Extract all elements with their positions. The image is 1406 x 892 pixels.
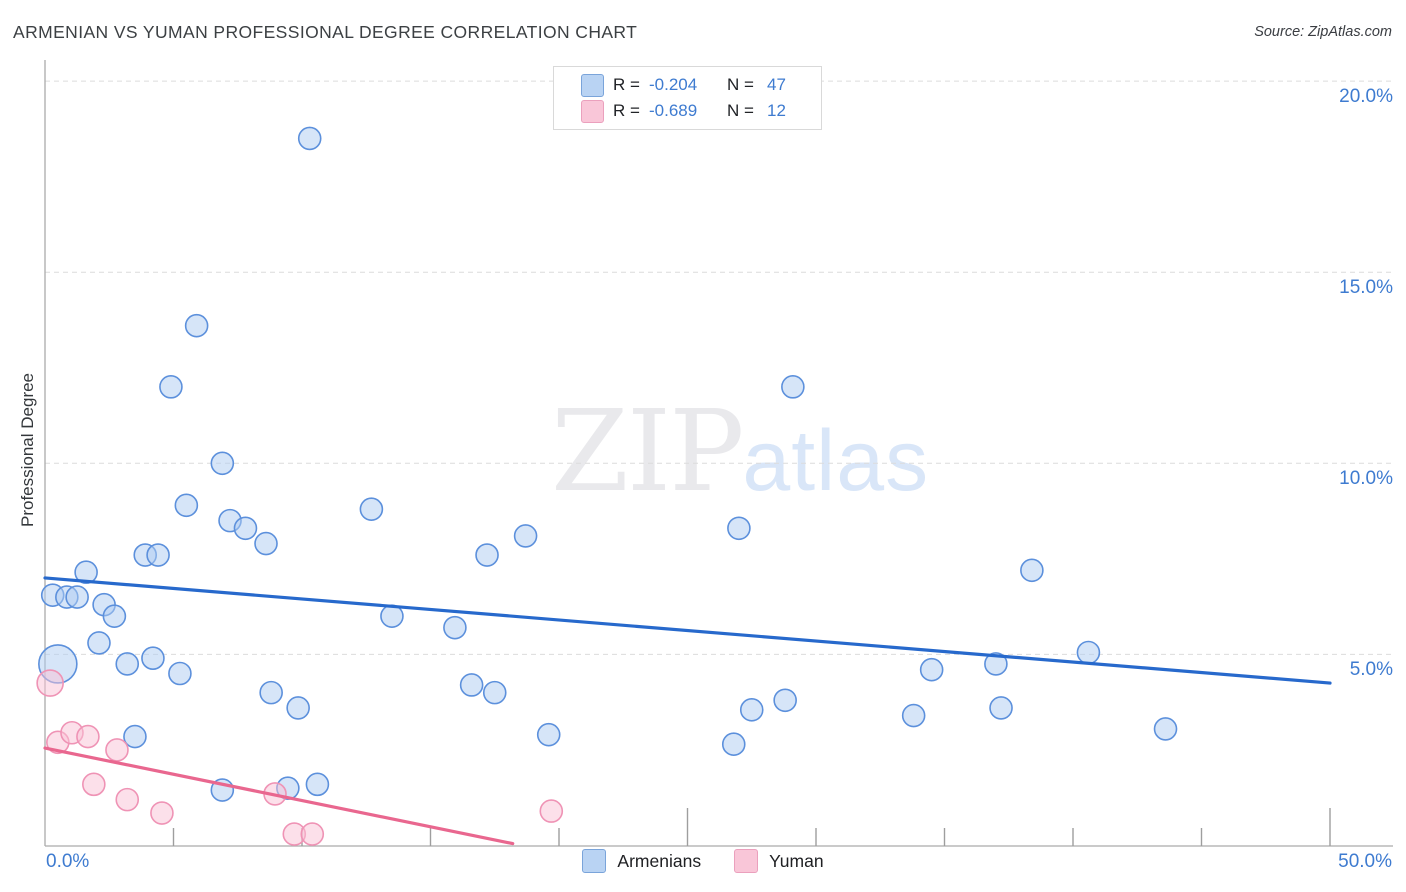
data-point-armenians-40[interactable] bbox=[901, 703, 926, 728]
legend-item-yuman: Yuman bbox=[734, 849, 824, 873]
data-point-armenians-45[interactable] bbox=[1076, 640, 1101, 665]
r-label: R = bbox=[613, 75, 640, 94]
data-point-armenians-9[interactable] bbox=[123, 724, 147, 749]
series-legend: Armenians Yuman bbox=[0, 849, 1406, 873]
data-point-armenians-20[interactable] bbox=[233, 516, 258, 541]
data-point-armenians-31[interactable] bbox=[475, 543, 499, 567]
data-point-yuman-10[interactable] bbox=[300, 822, 325, 846]
yuman-swatch-icon bbox=[734, 849, 759, 873]
y-tick-label-10pct: 10.0% bbox=[1339, 468, 1393, 490]
x-tick-label-0pct: 0.0% bbox=[46, 851, 90, 872]
legend-item-armenians: Armenians bbox=[582, 849, 701, 873]
data-point-armenians-33[interactable] bbox=[513, 524, 538, 548]
data-point-armenians-46[interactable] bbox=[1153, 717, 1178, 741]
y-tick-label-15pct: 15.0% bbox=[1339, 277, 1393, 299]
data-point-armenians-7[interactable] bbox=[102, 604, 127, 628]
correlation-legend-box: R = -0.204 N = 47 R = -0.689 N = 12 bbox=[553, 66, 822, 130]
trend-line-armenians bbox=[43, 576, 1332, 685]
data-point-armenians-39[interactable] bbox=[781, 375, 805, 399]
r-label: R = bbox=[613, 101, 640, 120]
data-point-armenians-42[interactable] bbox=[984, 652, 1008, 676]
data-point-armenians-38[interactable] bbox=[773, 688, 797, 713]
data-point-yuman-11[interactable] bbox=[539, 799, 564, 823]
page-title: ARMENIAN VS YUMAN PROFESSIONAL DEGREE CO… bbox=[13, 22, 638, 42]
data-point-armenians-32[interactable] bbox=[482, 680, 507, 705]
y-tick-label-20pct: 20.0% bbox=[1339, 86, 1393, 108]
zipatlas-watermark: ZIP atlas bbox=[551, 396, 929, 508]
legend-label-armenians: Armenians bbox=[617, 850, 702, 871]
data-point-armenians-5[interactable] bbox=[87, 631, 111, 655]
data-point-armenians-36[interactable] bbox=[727, 516, 751, 541]
data-point-armenians-29[interactable] bbox=[443, 615, 467, 640]
data-point-armenians-8[interactable] bbox=[115, 652, 140, 676]
data-point-armenians-13[interactable] bbox=[159, 375, 183, 399]
data-point-yuman-5[interactable] bbox=[105, 738, 129, 762]
n-label: N = bbox=[727, 75, 754, 94]
n-value-yuman: 12 bbox=[767, 101, 786, 120]
data-point-armenians-4[interactable] bbox=[74, 560, 98, 585]
correlation-legend-row-armenians: R = -0.204 N = 47 bbox=[581, 73, 821, 97]
data-point-armenians-24[interactable] bbox=[286, 696, 310, 720]
data-point-armenians-41[interactable] bbox=[919, 657, 944, 682]
armenians-swatch-icon bbox=[582, 849, 607, 873]
data-point-armenians-11[interactable] bbox=[141, 646, 165, 671]
n-label: N = bbox=[727, 101, 754, 120]
data-point-armenians-34[interactable] bbox=[536, 722, 561, 747]
data-point-armenians-30[interactable] bbox=[459, 673, 484, 697]
data-point-armenians-25[interactable] bbox=[297, 126, 322, 151]
data-point-yuman-4[interactable] bbox=[82, 772, 106, 797]
data-point-armenians-44[interactable] bbox=[1020, 558, 1044, 583]
yuman-swatch-icon bbox=[581, 99, 604, 123]
data-point-yuman-6[interactable] bbox=[115, 787, 140, 812]
watermark-zip-text: ZIP bbox=[551, 387, 744, 517]
r-value-armenians: -0.204 bbox=[649, 75, 698, 94]
data-point-armenians-16[interactable] bbox=[184, 313, 209, 338]
source-attribution: Source: ZipAtlas.com bbox=[1254, 24, 1392, 40]
data-point-armenians-26[interactable] bbox=[305, 772, 330, 797]
r-value-yuman: -0.689 bbox=[649, 101, 698, 120]
n-value-armenians: 47 bbox=[767, 75, 786, 94]
correlation-legend-row-yuman: R = -0.689 N = 12 bbox=[581, 99, 821, 123]
y-tick-label-5pct: 5.0% bbox=[1349, 659, 1393, 681]
data-point-armenians-17[interactable] bbox=[210, 451, 235, 476]
data-point-armenians-14[interactable] bbox=[168, 661, 192, 686]
y-axis-title: Professional Degree bbox=[18, 372, 37, 528]
trend-line-yuman bbox=[43, 746, 515, 846]
x-tick-label-50pct: 50.0% bbox=[1338, 851, 1392, 872]
data-point-armenians-43[interactable] bbox=[989, 696, 1013, 720]
data-point-yuman-3[interactable] bbox=[76, 724, 100, 749]
data-point-armenians-15[interactable] bbox=[174, 493, 199, 518]
data-point-armenians-37[interactable] bbox=[739, 698, 764, 722]
data-point-armenians-12[interactable] bbox=[146, 543, 170, 567]
data-point-yuman-0[interactable] bbox=[36, 669, 64, 697]
data-point-armenians-27[interactable] bbox=[359, 497, 384, 521]
watermark-atlas-text: atlas bbox=[742, 413, 930, 509]
data-point-armenians-22[interactable] bbox=[259, 680, 283, 705]
data-point-armenians-3[interactable] bbox=[65, 585, 89, 609]
legend-label-yuman: Yuman bbox=[769, 850, 824, 871]
data-point-yuman-7[interactable] bbox=[150, 801, 174, 825]
data-point-armenians-21[interactable] bbox=[254, 531, 278, 556]
armenians-swatch-icon bbox=[581, 73, 604, 97]
data-point-armenians-35[interactable] bbox=[721, 732, 746, 757]
